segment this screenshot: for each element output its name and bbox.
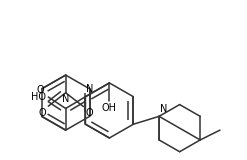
Text: O: O (85, 108, 93, 119)
Text: O: O (38, 108, 46, 119)
Text: N: N (160, 104, 167, 114)
Text: N: N (62, 94, 69, 104)
Text: N: N (86, 84, 94, 94)
Text: O: O (36, 85, 44, 95)
Text: HO: HO (31, 92, 46, 102)
Text: OH: OH (102, 103, 117, 113)
